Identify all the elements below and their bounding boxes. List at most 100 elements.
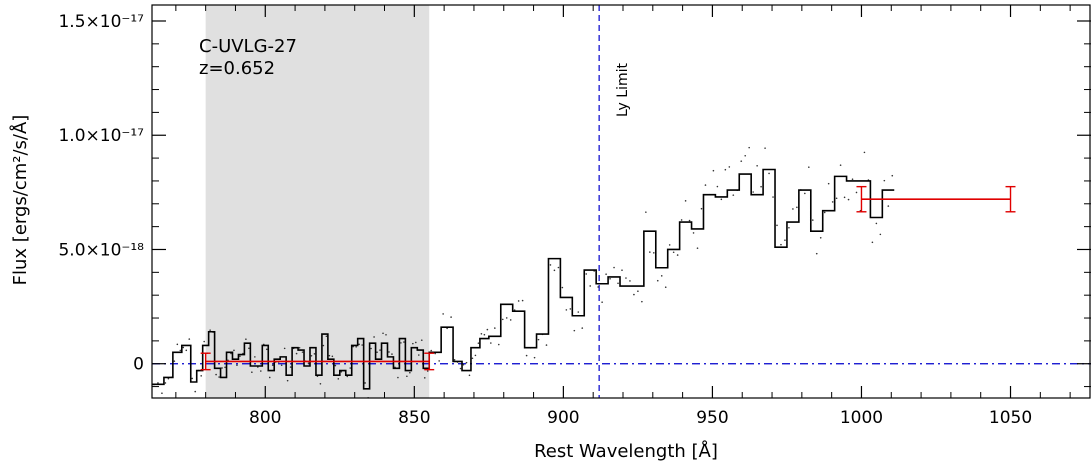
- noise-point: [442, 313, 444, 315]
- spectrum-line: [152, 168, 895, 390]
- noise-point: [855, 191, 858, 194]
- noise-point: [295, 352, 298, 355]
- noise-point: [280, 364, 283, 367]
- noise-point: [289, 366, 292, 368]
- noise-point: [218, 376, 220, 378]
- noise-point: [525, 354, 528, 357]
- noise-point: [319, 382, 322, 385]
- noise-point: [236, 364, 238, 366]
- noise-point: [334, 364, 337, 367]
- noise-point: [233, 349, 235, 352]
- noise-point: [298, 346, 301, 349]
- ly-limit-label: Ly Limit: [615, 63, 631, 117]
- noise-point: [537, 338, 540, 341]
- noise-point: [811, 219, 814, 221]
- noise-point: [176, 343, 179, 346]
- noise-point: [157, 382, 159, 384]
- noise-point: [804, 192, 806, 195]
- noise-point: [397, 376, 399, 379]
- noise-point: [322, 344, 325, 347]
- noise-point: [780, 243, 782, 246]
- noise-point: [310, 354, 313, 357]
- noise-point: [224, 366, 226, 369]
- x-tick-label: 850: [398, 408, 430, 428]
- noise-point: [161, 392, 163, 395]
- noise-point: [434, 352, 436, 355]
- noise-point: [617, 282, 619, 285]
- noise-point: [557, 266, 560, 269]
- noise-point: [313, 353, 316, 355]
- noise-point: [581, 327, 584, 329]
- noise-point: [863, 151, 866, 154]
- noise-point: [480, 332, 483, 335]
- noise-point: [191, 377, 194, 380]
- noise-point: [851, 178, 854, 181]
- noise-point: [740, 160, 743, 162]
- noise-point: [271, 364, 274, 366]
- noise-point: [625, 277, 627, 279]
- noise-point: [385, 333, 387, 336]
- noise-point: [468, 374, 471, 377]
- noise-point: [629, 280, 631, 282]
- noise-point: [450, 316, 452, 318]
- noise-point: [417, 354, 420, 356]
- y-tick-label: 0: [133, 355, 144, 375]
- noise-point: [462, 363, 465, 366]
- x-tick-label: 1050: [989, 408, 1032, 428]
- noise-point: [173, 360, 176, 362]
- noise-point: [768, 172, 770, 175]
- noise-point: [221, 367, 223, 369]
- noise-point: [358, 343, 360, 346]
- noise-point: [497, 343, 500, 346]
- redshift-label: z=0.652: [199, 58, 275, 79]
- noise-point: [573, 329, 576, 332]
- x-tick-label: 800: [249, 408, 281, 428]
- noise-point: [589, 285, 591, 287]
- noise-point: [553, 269, 556, 272]
- noise-point: [265, 348, 268, 351]
- noise-point: [167, 377, 170, 380]
- noise-point: [260, 370, 262, 372]
- noise-point: [720, 198, 723, 201]
- noise-point: [887, 205, 890, 207]
- noise-point: [388, 351, 390, 353]
- noise-point: [337, 378, 340, 380]
- noise-point: [660, 275, 663, 277]
- noise-point: [465, 361, 468, 364]
- noise-point: [676, 254, 679, 256]
- noise-point: [355, 346, 357, 348]
- x-tick-label: 1000: [840, 408, 883, 428]
- noise-point: [883, 179, 886, 182]
- noise-point: [633, 293, 635, 296]
- noise-point: [501, 318, 504, 321]
- noise-point: [379, 349, 381, 351]
- noise-point: [772, 196, 774, 198]
- noise-point: [792, 208, 794, 210]
- noise-point: [609, 278, 611, 280]
- x-tick-label: 900: [547, 408, 579, 428]
- noise-point: [649, 251, 651, 253]
- noise-point: [438, 360, 440, 362]
- noise-point: [486, 328, 489, 331]
- noise-point: [808, 166, 810, 168]
- noise-point: [490, 342, 492, 344]
- noise-point: [565, 309, 568, 311]
- noise-point: [453, 358, 456, 361]
- noise-point: [637, 290, 639, 293]
- noise-point: [712, 169, 715, 172]
- noise-point: [283, 347, 286, 350]
- noise-point: [209, 329, 211, 331]
- noise-point: [203, 340, 205, 343]
- noise-point: [505, 317, 508, 319]
- noise-point: [200, 375, 202, 377]
- y-tick-label: 1.0×10⁻¹⁷: [58, 126, 144, 146]
- noise-point: [728, 166, 731, 168]
- noise-point: [641, 300, 643, 303]
- noise-point: [645, 211, 647, 213]
- noise-point: [251, 371, 253, 374]
- y-axis: 0 5.0×10⁻¹⁸ 1.0×10⁻¹⁷ 1.5×10⁻¹⁷: [58, 12, 1091, 388]
- noise-point: [373, 336, 375, 338]
- noise-point: [164, 382, 167, 384]
- noise-point: [597, 286, 599, 288]
